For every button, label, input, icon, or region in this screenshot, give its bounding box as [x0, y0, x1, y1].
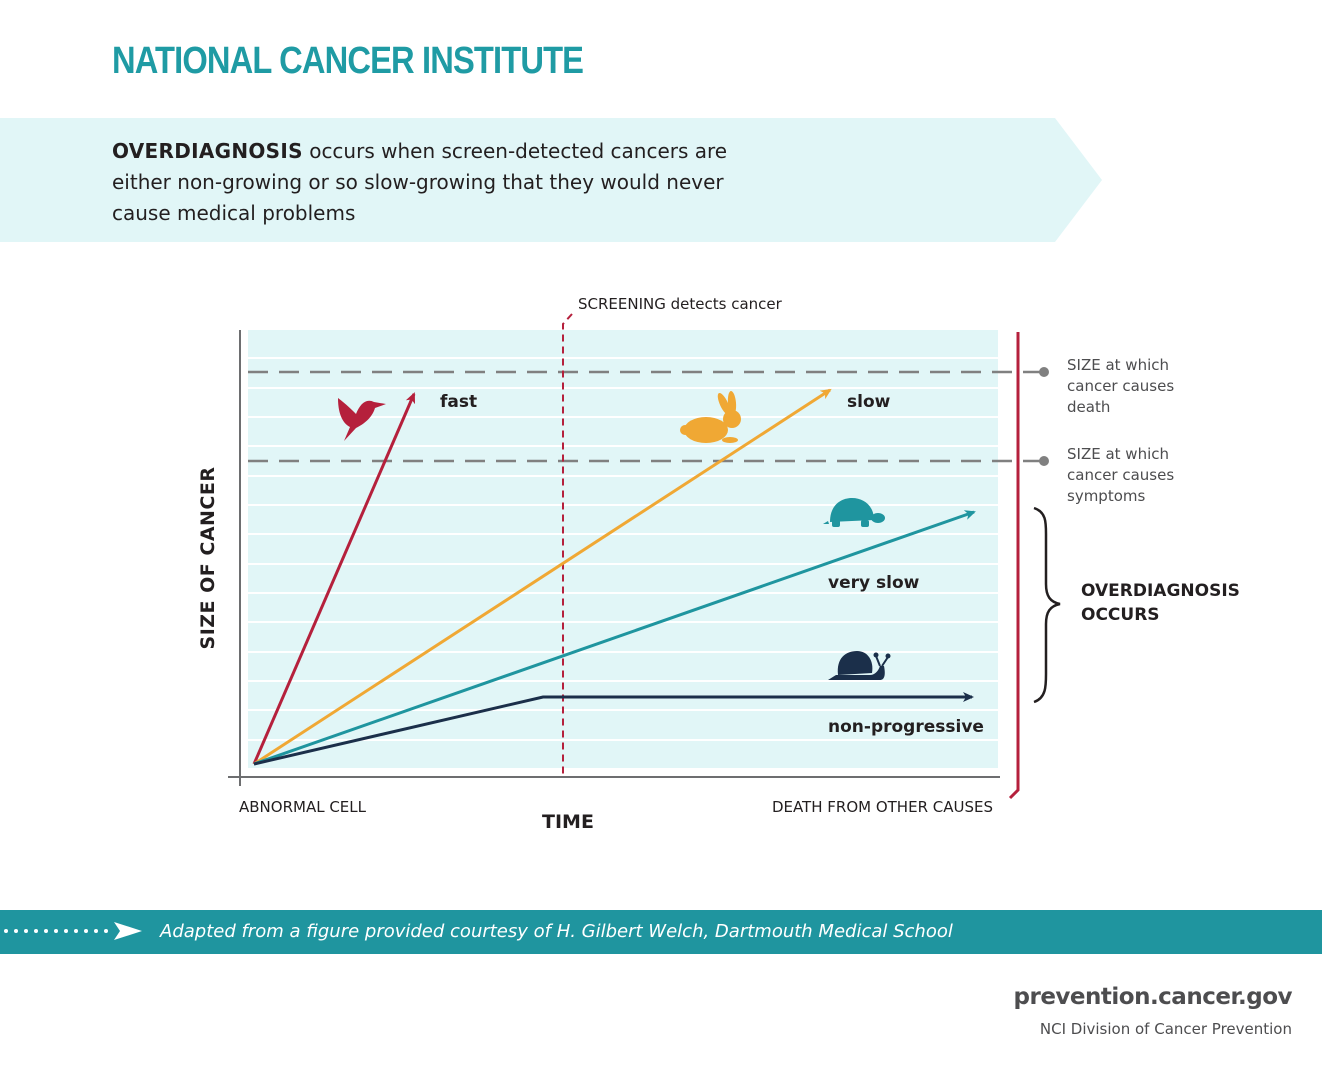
x-end-label: DEATH FROM OTHER CAUSES [772, 798, 993, 816]
intro-banner [0, 118, 1102, 242]
y-axis-label: SIZE OF CANCER [197, 467, 219, 650]
screening-term: SCREENING [578, 295, 666, 313]
site-url: prevention.cancer.gov [1013, 984, 1293, 1010]
curve-label-fast: fast [440, 392, 477, 412]
symptoms-threshold-line-3: symptoms [1067, 487, 1145, 505]
overdiagnosis-label: OVERDIAGNOSIS OCCURS [1081, 581, 1240, 625]
curve-label-slow: slow [847, 392, 891, 412]
symptoms-threshold-marker [1039, 456, 1049, 466]
snail-icon [828, 651, 891, 680]
death-threshold-line-3: death [1067, 398, 1110, 416]
dotted-arrow-icon [4, 922, 142, 940]
intro-text: OVERDIAGNOSIS occurs when screen-detecte… [112, 136, 732, 229]
death-threshold-marker [1039, 367, 1049, 377]
curve-non-progressive [253, 692, 974, 766]
overdiagnosis-line-2: OCCURS [1081, 605, 1160, 625]
x-start-label: ABNORMAL CELL [239, 798, 367, 816]
overdiagnosis-brace [1033, 506, 1061, 704]
rabbit-icon [680, 391, 741, 443]
overdiagnosis-line-1: OVERDIAGNOSIS [1081, 581, 1240, 601]
screening-text: detects cancer [666, 295, 783, 313]
footer-bar [0, 910, 1322, 954]
symptoms-threshold-line-1: SIZE at which [1067, 445, 1169, 463]
curve-label-non-progressive: non-progressive [828, 717, 984, 737]
brand-title: NATIONAL CANCER INSTITUTE [112, 40, 584, 82]
screening-label: SCREENING detects cancer [578, 295, 783, 313]
curve-very-slow [253, 510, 976, 766]
curve-fast [252, 392, 416, 765]
screening-line [562, 313, 573, 776]
death-threshold-line-1: SIZE at which [1067, 356, 1169, 374]
x-axis-label: TIME [542, 811, 594, 833]
symptoms-threshold-label: SIZE at which cancer causes symptoms [1067, 445, 1174, 505]
death-other-causes-line [1008, 332, 1020, 800]
death-threshold-line-2: cancer causes [1067, 377, 1174, 395]
curve-slow [253, 388, 832, 766]
footer-credit: Adapted from a figure provided courtesy … [160, 921, 953, 942]
intro-term: OVERDIAGNOSIS [112, 139, 303, 163]
death-threshold-label: SIZE at which cancer causes death [1067, 356, 1174, 416]
intro-definition: occurs when screen-detected cancers are … [112, 139, 728, 225]
overdiagnosis-diagram: SCREENING detects cancer fast slow very … [197, 295, 1240, 833]
turtle-icon [823, 498, 885, 527]
plot-gridlines [248, 357, 998, 741]
symptoms-threshold-line-2: cancer causes [1067, 466, 1174, 484]
curve-label-very-slow: very slow [828, 573, 920, 593]
hummingbird-icon [338, 398, 386, 441]
site-division: NCI Division of Cancer Prevention [1039, 1020, 1292, 1038]
